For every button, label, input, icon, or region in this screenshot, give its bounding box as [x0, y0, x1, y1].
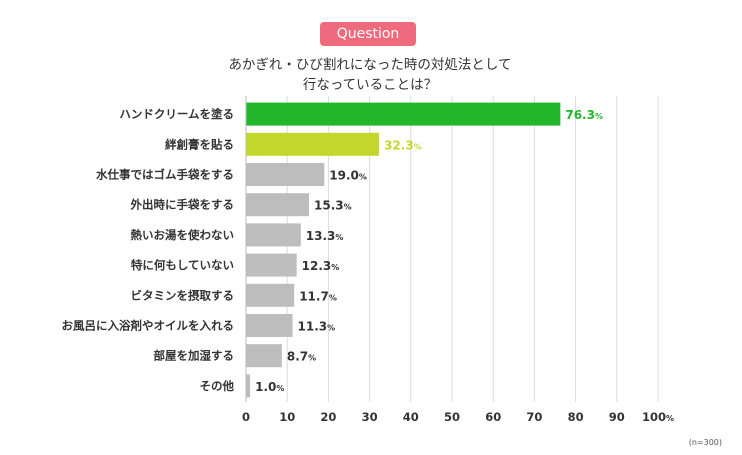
category-label: 熱いお湯を使わない — [131, 228, 235, 242]
value-label: 11.7% — [299, 289, 337, 303]
category-label: ビタミンを摂取する — [131, 288, 235, 302]
value-label: 1.0% — [255, 380, 284, 394]
bar — [246, 344, 282, 368]
question-badge: Question — [320, 22, 416, 46]
x-tick-label: 90 — [609, 410, 625, 424]
x-tick-label: 20 — [320, 410, 336, 424]
x-tick-label: 50 — [444, 410, 460, 424]
category-label: その他 — [200, 379, 235, 393]
sample-size-note: (n=300) — [688, 438, 722, 447]
x-tick-label: 60 — [485, 410, 501, 424]
x-tick-label: 80 — [568, 410, 584, 424]
value-label: 11.3% — [298, 320, 336, 334]
category-label: 部屋を加湿する — [154, 349, 235, 363]
category-label: お風呂に入浴剤やオイルを入れる — [62, 319, 235, 333]
bar — [246, 314, 293, 337]
x-tick-label: 70 — [526, 410, 542, 424]
bar — [246, 102, 561, 126]
bar — [246, 132, 380, 156]
x-tick-label: 40 — [403, 410, 419, 424]
category-label: 特に何もしていない — [131, 258, 234, 272]
chart-title-line-1: あかぎれ・ひび割れになった時の対処法として — [228, 57, 512, 73]
value-label: 12.3% — [302, 259, 340, 273]
value-label: 8.7% — [287, 350, 316, 364]
category-label: ハンドクリームを塗る — [119, 107, 234, 121]
value-label: 32.3% — [384, 138, 422, 152]
bar — [246, 374, 251, 398]
bar — [246, 223, 301, 247]
value-label: 19.0% — [329, 169, 367, 183]
category-label: 絆創膏を貼る — [165, 137, 234, 151]
bar — [246, 283, 295, 307]
value-label: 15.3% — [314, 199, 352, 213]
chart-title: あかぎれ・ひび割れになった時の対処法として 行なっていることは？ — [180, 55, 560, 95]
category-label: 水仕事ではゴム手袋をする — [96, 168, 234, 182]
x-tick-label: 10 — [279, 410, 295, 424]
x-tick-label: 30 — [362, 410, 378, 424]
chart-title-line-2: 行なっていることは？ — [302, 77, 438, 93]
bar — [246, 193, 310, 217]
bar — [246, 163, 325, 186]
value-label: 76.3% — [565, 108, 603, 122]
category-label: 外出時に手袋をする — [130, 198, 235, 212]
value-label: 13.3% — [306, 229, 344, 243]
x-tick-label: 0 — [242, 410, 250, 424]
x-tick-label: 100% — [642, 410, 674, 424]
bar — [246, 253, 297, 277]
